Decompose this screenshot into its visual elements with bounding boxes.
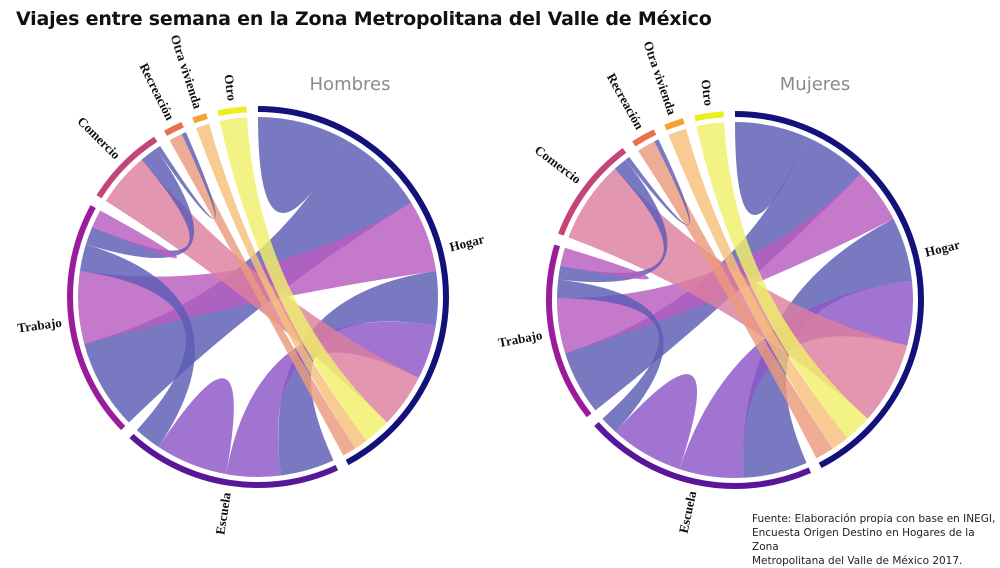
- source-line-3: Metropolitana del Valle de México 2017.: [752, 555, 963, 567]
- panel-title: Hombres: [310, 74, 391, 95]
- source-note: Fuente: Elaboración propia con base en I…: [752, 512, 1000, 568]
- chord-hogar-otro: [696, 122, 868, 438]
- sector-label-otro: Otro: [698, 78, 717, 106]
- chord-trabajo-hogar: [78, 202, 437, 344]
- sector-label-trabajo: Trabajo: [16, 315, 62, 336]
- sector-ring-otro: [694, 111, 724, 122]
- chord-escuela-escuela: [158, 378, 234, 475]
- chord-escuela-escuela: [615, 374, 698, 470]
- chord-hogar-recreacion: [638, 141, 833, 459]
- chord-comercio-recreacion: [156, 132, 216, 219]
- sector-ring-comercio: [558, 148, 627, 236]
- chord-hogar-comercio: [568, 168, 908, 419]
- sector-ring-otro: [217, 106, 247, 117]
- sector-ring-otra-vivienda: [664, 118, 685, 131]
- sector-label-recreacion: Recreación: [604, 71, 648, 133]
- sector-label-recreacion: Recreación: [137, 60, 178, 123]
- sector-label-otra-vivienda: Otra vivienda: [641, 39, 680, 117]
- sector-label-comercio: Comercio: [532, 142, 584, 186]
- sector-label-trabajo: Trabajo: [497, 327, 544, 350]
- sector-ring-escuela: [594, 422, 812, 489]
- sector-label-hogar: Hogar: [448, 231, 486, 254]
- sector-ring-recreacion: [164, 122, 184, 136]
- sector-ring-escuela: [129, 433, 339, 488]
- chord-hogar-recreacion: [169, 134, 356, 456]
- panel-title: Mujeres: [780, 74, 850, 95]
- sector-ring-hogar: [734, 111, 924, 469]
- sector-ring-recreacion: [632, 129, 657, 147]
- chord-hogar-otra-vivienda: [668, 128, 848, 449]
- chord-trabajo-trabajo: [92, 210, 178, 259]
- sector-label-hogar: Hogar: [923, 237, 961, 260]
- chord-diagram-mujeres: HogarEscuelaTrabajoComercioRecreaciónOtr…: [497, 39, 962, 534]
- source-line-1: Fuente: Elaboración propia con base en I…: [752, 513, 996, 525]
- chord-hogar-hogar: [258, 117, 346, 214]
- sector-ring-comercio: [96, 136, 158, 199]
- sector-ring-otra-vivienda: [192, 113, 208, 124]
- sector-ring-trabajo: [67, 205, 126, 431]
- chart-title: Viajes entre semana en la Zona Metropoli…: [16, 8, 712, 30]
- source-line-2: Encuesta Origen Destino en Hogares de la…: [752, 527, 975, 553]
- chord-hogar-escuela: [743, 218, 912, 478]
- chord-hogar-escuela: [278, 271, 439, 476]
- chord-hogar-hogar: [735, 122, 808, 215]
- sector-label-comercio: Comercio: [75, 114, 124, 163]
- sector-label-escuela: Escuela: [676, 489, 700, 534]
- chord-hogar-otro: [219, 117, 387, 441]
- chord-trabajo-escuela: [557, 279, 664, 432]
- sector-label-otra-vivienda: Otra vivienda: [168, 33, 206, 111]
- chord-hogar-comercio: [105, 159, 419, 423]
- sector-ring-hogar: [257, 106, 449, 466]
- chord-diagram-hombres: HogarEscuelaTrabajoComercioRecreaciónOtr…: [16, 33, 486, 536]
- sector-label-escuela: Escuela: [212, 491, 233, 536]
- chord-hogar-otra-vivienda: [196, 123, 367, 449]
- chord-comercio-recreacion: [625, 139, 690, 226]
- sector-label-otro: Otro: [221, 73, 239, 101]
- sector-ring-trabajo: [546, 244, 592, 418]
- chord-trabajo-trabajo: [560, 247, 649, 280]
- chord-trabajo-escuela: [79, 244, 195, 447]
- chord-trabajo-comercio: [558, 159, 668, 283]
- chord-trabajo-comercio: [85, 148, 195, 259]
